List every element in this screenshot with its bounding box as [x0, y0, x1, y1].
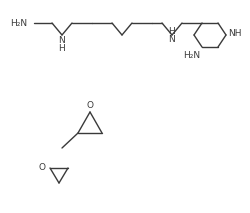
Text: N: N	[167, 35, 174, 44]
Text: H₂N: H₂N	[10, 19, 27, 27]
Text: H₂N: H₂N	[182, 51, 199, 60]
Text: O: O	[39, 164, 46, 173]
Text: H: H	[58, 44, 64, 53]
Text: O: O	[86, 101, 93, 110]
Text: N: N	[58, 36, 64, 45]
Text: H: H	[167, 27, 174, 36]
Text: NH: NH	[227, 29, 240, 39]
